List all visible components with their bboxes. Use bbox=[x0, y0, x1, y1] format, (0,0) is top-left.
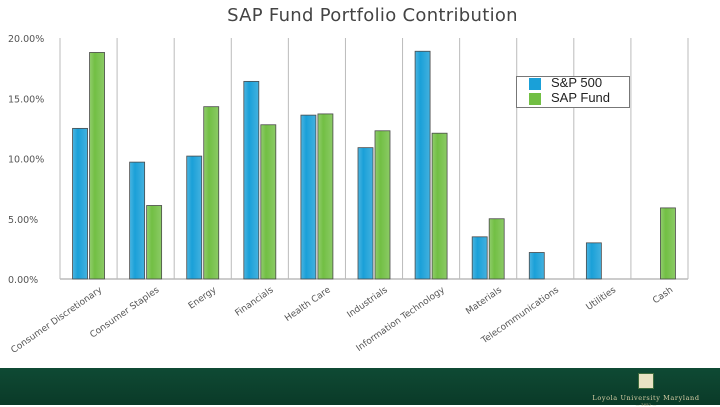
bar-s-p-500-telecommunications bbox=[528, 252, 545, 280]
y-tick-label: 5.00% bbox=[8, 215, 38, 226]
x-tick-label: Industrials bbox=[346, 285, 390, 320]
bar-s-p-500-materials bbox=[471, 236, 488, 280]
chart-legend: S&P 500 SAP Fund bbox=[516, 75, 630, 108]
bar-s-p-500-utilities bbox=[585, 242, 602, 280]
bar-sap-fund-cash bbox=[660, 207, 676, 280]
bar-s-p-500-industrials bbox=[357, 147, 374, 280]
bar-sap-fund-financials bbox=[260, 124, 277, 280]
x-tick-label: Energy bbox=[187, 285, 219, 312]
bar-sap-fund-industrials bbox=[374, 130, 391, 280]
y-tick-label: 20.00% bbox=[8, 34, 44, 45]
x-tick-label: Materials bbox=[464, 285, 504, 317]
bar-s-p-500-consumer-staples bbox=[129, 161, 146, 280]
bar-s-p-500-consumer-discretionary bbox=[72, 127, 88, 280]
bar-s-p-500-energy bbox=[186, 155, 203, 280]
x-tick-label: Cash bbox=[651, 285, 675, 306]
bar-s-p-500-health-care bbox=[300, 114, 317, 280]
bar-sap-fund-health-care bbox=[317, 113, 334, 280]
legend-label-sp500: S&P 500 bbox=[551, 75, 603, 90]
legend-swatch-sap-fund bbox=[529, 93, 541, 105]
bar-s-p-500-information-technology bbox=[414, 50, 431, 280]
university-seal-icon bbox=[638, 373, 654, 389]
bar-sap-fund-materials bbox=[488, 218, 505, 280]
y-tick-label: 10.00% bbox=[8, 155, 44, 166]
bar-sap-fund-consumer-staples bbox=[146, 205, 163, 280]
chart-title: SAP Fund Portfolio Contribution bbox=[227, 5, 518, 26]
y-tick-label: 15.00% bbox=[8, 94, 44, 105]
x-tick-label: Consumer Discretionary bbox=[10, 285, 105, 356]
x-tick-label: Utilities bbox=[585, 285, 619, 313]
y-tick-label: 0.00% bbox=[8, 275, 38, 286]
university-logo: Loyola University Maryland — 1852 — bbox=[572, 373, 720, 407]
footer-bar bbox=[0, 368, 720, 405]
bar-s-p-500-financials bbox=[243, 80, 260, 280]
x-tick-label: Health Care bbox=[283, 285, 333, 324]
legend-swatch-sp500 bbox=[529, 78, 541, 90]
bar-sap-fund-energy bbox=[203, 106, 220, 280]
x-tick-label: Financials bbox=[234, 285, 276, 319]
bar-sap-fund-consumer-discretionary bbox=[89, 52, 105, 280]
bar-sap-fund-information-technology bbox=[431, 132, 448, 280]
legend-label-sap-fund: SAP Fund bbox=[551, 90, 611, 105]
university-name: Loyola University Maryland bbox=[592, 394, 700, 402]
